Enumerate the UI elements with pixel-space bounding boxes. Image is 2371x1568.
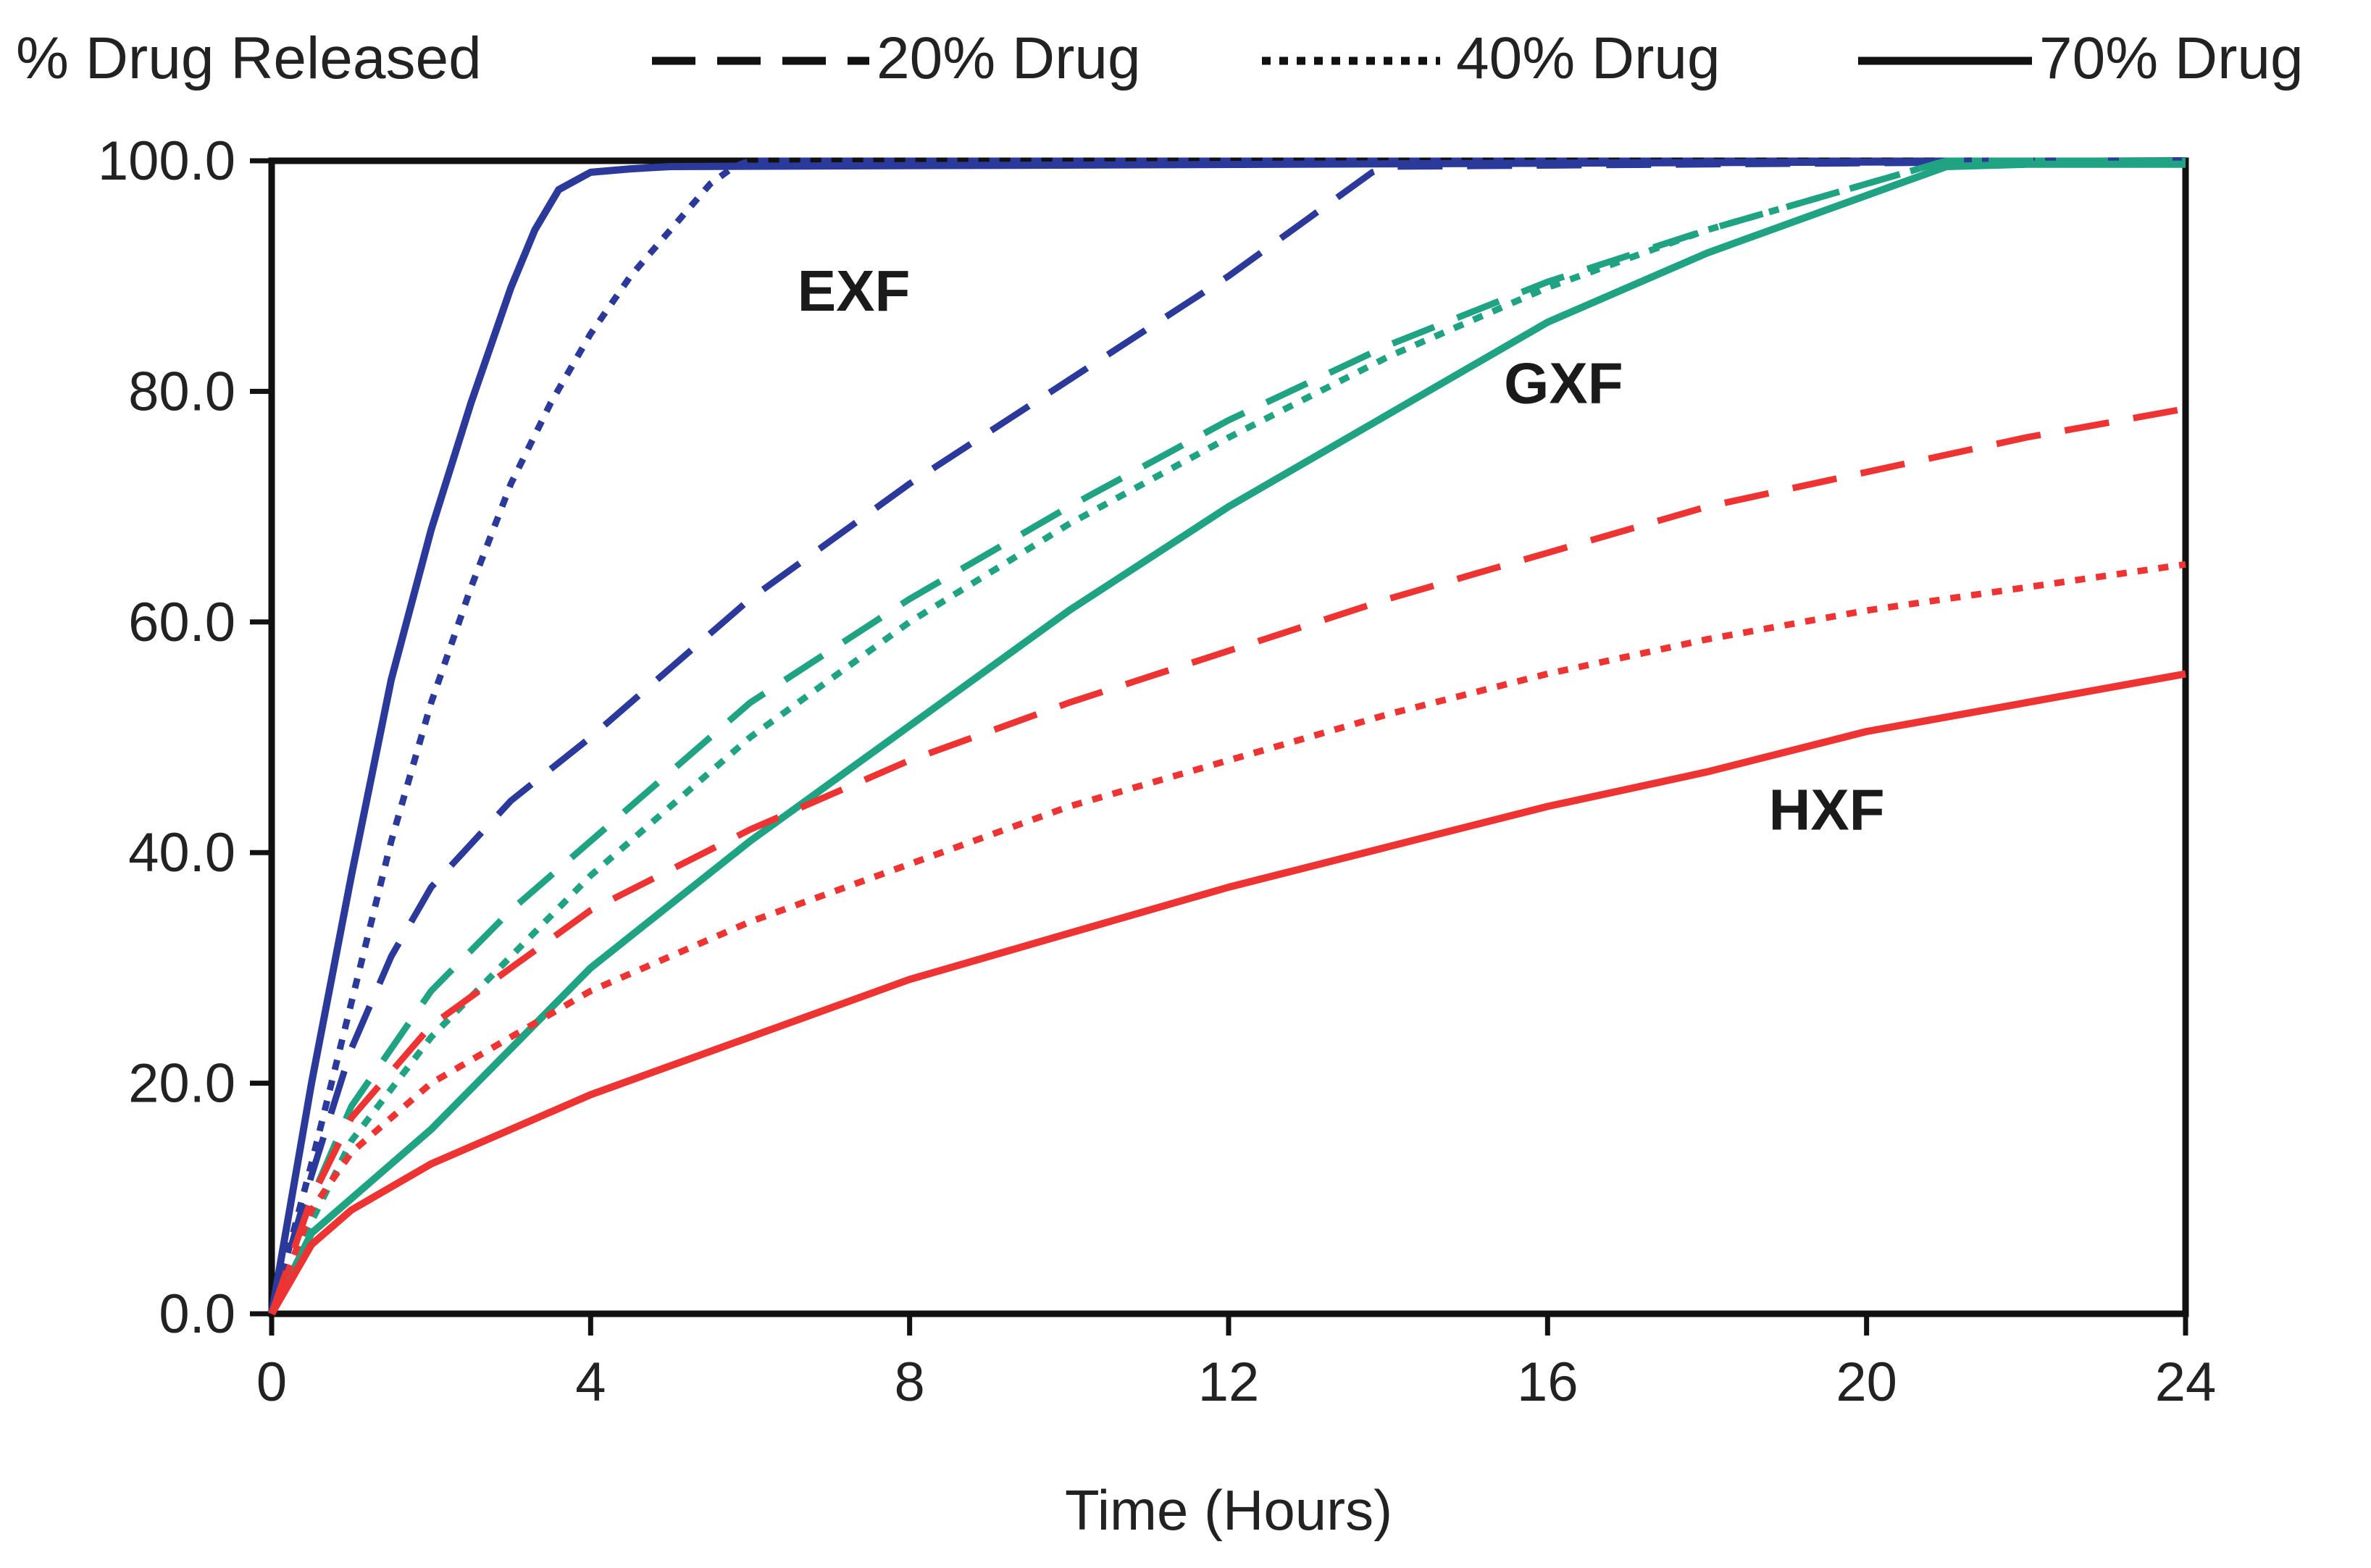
x-axis-title: Time (Hours) [1065,1478,1392,1542]
y-tick-label: 20.0 [128,1053,235,1115]
series-line-gxf-70-drug [268,160,2186,1316]
y-axis-title: % Drug Released [16,25,482,91]
annotation-hxf: HXF [1769,777,1885,842]
series-line-exf-70-drug [268,157,2186,1315]
plot-area-frame [268,157,2189,1317]
y-tick-label: 100.0 [98,130,235,192]
x-tick-label: 0 [256,1351,287,1413]
y-tick-label: 60.0 [128,592,235,653]
x-tick-label: 16 [1517,1351,1578,1413]
axis-tick-labels: 0 4 8 12 16 20 24 0.0 20.0 40.0 60.0 80.0 100.0 [98,130,2216,1413]
series-line-gxf-40-drug [268,157,2186,1315]
x-tick-label: 20 [1836,1351,1897,1413]
y-tick-label: 80.0 [128,361,235,422]
legend: % Drug Released 20% Drug 40% Drug 70% Dr… [16,25,2304,91]
y-tick-label: 40.0 [128,822,235,884]
series-line-exf-20-drug [268,157,2186,1315]
series-line-gxf-20-drug [268,157,2186,1315]
axis-ticks [250,158,2188,1336]
x-tick-label: 8 [895,1351,925,1413]
series-lines [268,157,2186,1316]
legend-label-70-drug: 70% Drug [2039,25,2304,91]
x-tick-label: 12 [1198,1351,1260,1413]
x-tick-label: 24 [2155,1351,2217,1413]
y-tick-label: 0.0 [159,1283,235,1345]
series-line-hxf-40-drug [268,561,2186,1315]
group-annotations: EXF GXF HXF [798,259,1885,842]
x-tick-label: 4 [575,1351,606,1413]
legend-label-20-drug: 20% Drug [877,25,1141,91]
annotation-gxf: GXF [1504,351,1623,415]
annotation-exf: EXF [798,259,911,323]
series-line-exf-40-drug [268,157,2186,1315]
legend-label-40-drug: 40% Drug [1456,25,1720,91]
series-line-hxf-70-drug [268,670,2186,1316]
series-line-hxf-20-drug [268,405,2186,1315]
